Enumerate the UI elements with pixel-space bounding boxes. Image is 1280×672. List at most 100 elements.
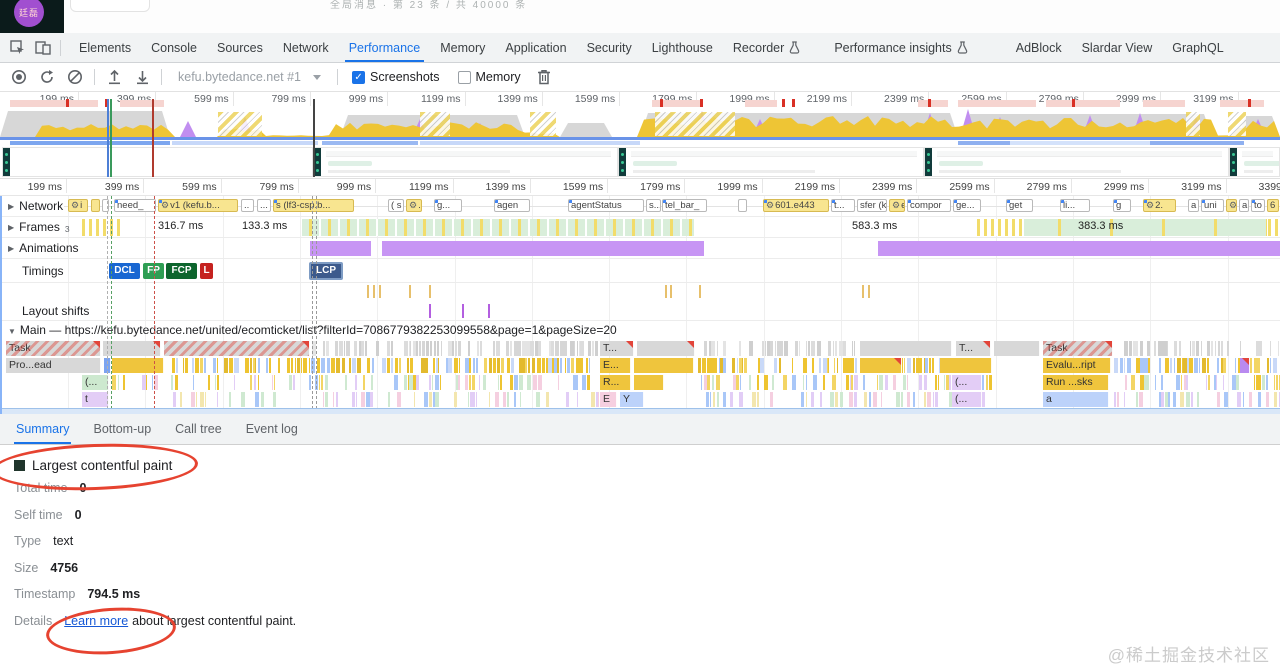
main-thread-flamechart[interactable]: Task T... T... Task Pro...ead E... Evalu...rip…: [2, 340, 1280, 408]
layout-shift-mark[interactable]: [488, 304, 490, 318]
frame-segment[interactable]: [302, 219, 694, 236]
screenshot-filmstrip[interactable]: [0, 147, 1280, 177]
timing-marker-lcp[interactable]: LCP: [309, 262, 343, 280]
details-tab-call-tree[interactable]: Call tree: [175, 422, 222, 436]
network-request-chip[interactable]: need_: [114, 199, 156, 212]
network-request-chip[interactable]: s...: [646, 199, 661, 212]
network-request-chip[interactable]: g...: [434, 199, 462, 212]
network-request-chip[interactable]: ...: [257, 199, 271, 212]
disclosure-triangle-icon[interactable]: ▶: [8, 201, 15, 211]
flame-event[interactable]: [103, 341, 161, 356]
network-request-chip[interactable]: get: [1006, 199, 1033, 212]
network-request-chip[interactable]: [738, 199, 747, 212]
flame-event-e[interactable]: E...: [600, 358, 631, 373]
network-request-chip[interactable]: t...: [831, 199, 855, 212]
network-request-chip[interactable]: agentStatus: [568, 199, 644, 212]
timing-marker-fp[interactable]: FP: [143, 263, 164, 279]
main-thread-track-header[interactable]: ▼ Main — https://kefu.bytedance.net/unite…: [2, 321, 1280, 340]
animation-bar[interactable]: [310, 241, 371, 256]
tab-console[interactable]: Console: [151, 40, 197, 55]
screenshot-thumbnail[interactable]: [1229, 147, 1280, 177]
network-request-chip[interactable]: a: [1239, 199, 1249, 212]
timeline-overview[interactable]: 199 ms 399 ms 599 ms 799 ms 999 ms 1199 ms 139…: [0, 92, 1280, 179]
screenshots-checkbox[interactable]: ✓ Screenshots: [352, 70, 440, 84]
flame-event[interactable]: [164, 341, 310, 356]
network-request-chip[interactable]: [102, 199, 109, 212]
tab-graphql[interactable]: GraphQL: [1172, 40, 1224, 55]
flame-event[interactable]: [637, 341, 695, 356]
layout-shift-mark[interactable]: [462, 304, 464, 318]
frames-track[interactable]: ▶ Frames 3 316.7 ms 133.3 ms 583.3 ms 383.3 m…: [2, 217, 1280, 238]
frame-segment[interactable]: [82, 219, 124, 236]
flame-event-proead[interactable]: Pro...ead: [6, 358, 101, 373]
network-request-chip[interactable]: tel_bar_: [662, 199, 707, 212]
network-request-chip[interactable]: ge...: [953, 199, 981, 212]
timing-marker-dcl[interactable]: DCL: [109, 263, 140, 279]
load-profile-icon[interactable]: [101, 65, 127, 89]
network-request-chip[interactable]: [91, 199, 100, 212]
disclosure-triangle-open-icon[interactable]: ▼: [8, 327, 16, 336]
network-request-chip[interactable]: s (lf3-csp.b...: [273, 199, 354, 212]
flame-event-y[interactable]: Y: [620, 392, 644, 407]
layout-shift-mark[interactable]: [429, 304, 431, 318]
learn-more-link[interactable]: Learn more: [64, 614, 129, 628]
details-tab-bottom-up[interactable]: Bottom-up: [93, 422, 152, 436]
flame-event-t[interactable]: T...: [956, 341, 991, 356]
inspect-element-icon[interactable]: [4, 36, 30, 60]
profile-select[interactable]: kefu.bytedance.net #1: [178, 70, 302, 84]
flame-event[interactable]: [860, 358, 902, 373]
layout-shifts-track[interactable]: Layout shifts: [2, 301, 1280, 321]
network-request-chip[interactable]: ⚙: [1226, 199, 1237, 212]
tab-memory[interactable]: Memory: [440, 40, 486, 55]
animations-track[interactable]: ▶ Animations: [2, 238, 1280, 259]
animation-bar[interactable]: [878, 241, 1280, 256]
tab-adblock[interactable]: AdBlock: [1015, 40, 1062, 55]
network-request-chip[interactable]: sfer (k: [857, 199, 887, 212]
network-request-chip[interactable]: li...: [1060, 199, 1090, 212]
timeline-tracks[interactable]: ▶ Network ⚙i need_ ⚙v1 (kefu.b........ s (lf…: [0, 196, 1280, 414]
panel-split-handle[interactable]: [2, 408, 1280, 414]
frame-segment[interactable]: [977, 219, 1024, 236]
flame-event[interactable]: [994, 341, 1040, 356]
animation-bar[interactable]: [382, 241, 704, 256]
network-request-chip[interactable]: ( s: [388, 199, 404, 212]
details-tab-summary[interactable]: Summary: [4, 414, 81, 444]
tab-recorder[interactable]: Recorder: [723, 33, 810, 62]
flame-event-[interactable]: (...: [82, 375, 109, 390]
network-request-chip[interactable]: compor: [907, 199, 951, 212]
network-request-chip[interactable]: g: [1113, 199, 1131, 212]
network-request-chip[interactable]: ⚙i: [68, 199, 88, 212]
tab-lighthouse[interactable]: Lighthouse: [651, 40, 713, 55]
tab-elements[interactable]: Elements: [79, 40, 132, 55]
flame-event[interactable]: [860, 341, 952, 356]
chevron-down-icon[interactable]: [313, 74, 322, 80]
timing-marker-fcp[interactable]: FCP: [166, 263, 197, 279]
network-request-chip[interactable]: ⚙2.: [1143, 199, 1176, 212]
screenshot-thumbnail[interactable]: [618, 147, 924, 177]
network-request-chip[interactable]: ⚙601.e443: [763, 199, 829, 212]
tab-performance[interactable]: Performance: [339, 33, 431, 62]
avatar[interactable]: 廷磊: [14, 0, 44, 27]
frame-segment[interactable]: [1268, 219, 1280, 236]
network-request-chip[interactable]: to: [1251, 199, 1265, 212]
flame-event-t[interactable]: t: [82, 392, 109, 407]
flame-event-[interactable]: (...: [952, 375, 982, 390]
flame-event-task[interactable]: Task: [6, 341, 101, 356]
tab-network[interactable]: Network: [282, 40, 329, 55]
frame-segment[interactable]: [1024, 219, 1267, 236]
memory-checkbox[interactable]: Memory: [457, 70, 521, 84]
flame-event[interactable]: [634, 375, 664, 390]
network-request-chip[interactable]: ⚙v1 (kefu.b...: [158, 199, 238, 212]
tab-performance-insights[interactable]: Performance insights: [824, 33, 977, 62]
flame-event[interactable]: [940, 358, 992, 373]
network-request-chip[interactable]: 6: [1267, 199, 1279, 212]
tab-security[interactable]: Security: [586, 40, 632, 55]
network-request-chip[interactable]: ..: [241, 199, 254, 212]
disclosure-triangle-icon[interactable]: ▶: [8, 222, 15, 232]
flame-event-task[interactable]: Task: [1043, 341, 1113, 356]
checkbox-checked-icon[interactable]: ✓: [352, 70, 366, 84]
device-toolbar-icon[interactable]: [30, 36, 56, 60]
flame-event-e[interactable]: E: [600, 392, 617, 407]
clear-button[interactable]: [62, 65, 88, 89]
trash-icon[interactable]: [531, 65, 557, 89]
